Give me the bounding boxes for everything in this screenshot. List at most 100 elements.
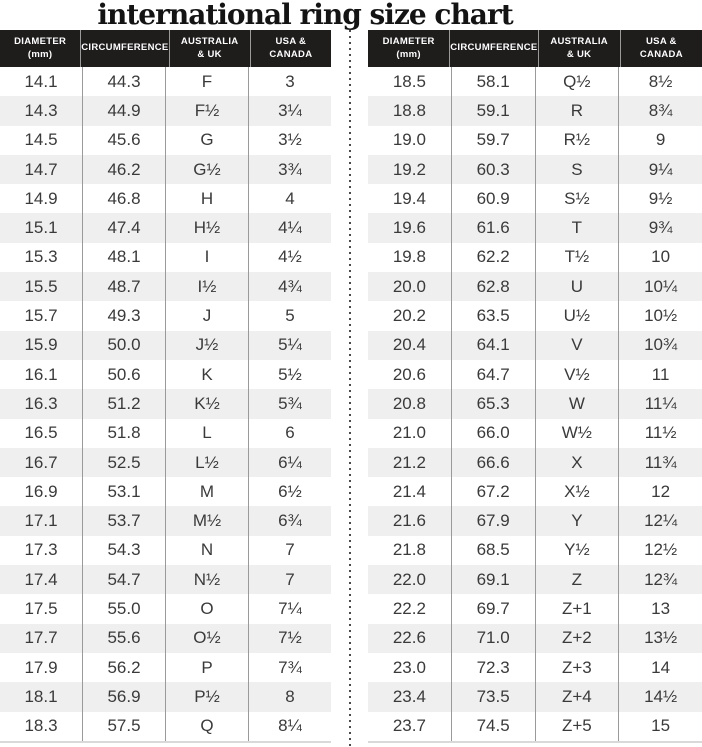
table-body: 14.1 44.3 F 3 14.3 44.9 F½ 3¼ 14.5 45.6 G 3½ 14.7 46.… <box>0 67 331 743</box>
table-cell-usa-canada: 14 <box>651 657 671 677</box>
table-cell-diameter: 15.1 <box>0 213 83 243</box>
table-cell-diameter: 23.0 <box>368 652 452 683</box>
table-cell-usa-canada: 8¾ <box>648 100 673 120</box>
table-cell-usa-canada: 7 <box>285 540 295 560</box>
table-row: 18.3 57.5 Q 8¼ <box>0 711 331 741</box>
table-cell-circumference: 52.5 <box>83 447 166 478</box>
table-cell-circumference: 53.7 <box>83 506 166 536</box>
table-cell-australia-uk: L½ <box>166 447 249 478</box>
table-cell-australia-uk: V <box>536 330 620 360</box>
table-cell-diameter: 16.7 <box>0 447 83 478</box>
column-header-circumference: CIRCUMFERENCE <box>450 30 539 67</box>
table-cell-diameter: 19.6 <box>368 213 452 243</box>
table-cell-circumference: 72.3 <box>452 652 536 683</box>
table-cell-australia-uk: S <box>536 154 620 185</box>
table-cell-circumference: 64.7 <box>452 359 536 390</box>
table-cell-usa-canada: 12 <box>651 481 671 501</box>
column-header-usa-canada: USA & CANADA <box>269 35 313 60</box>
table-cell-australia-uk: F½ <box>166 96 249 126</box>
table-cell-australia-uk: H <box>166 184 249 214</box>
table-cell-usa-canada: 9¾ <box>648 218 673 238</box>
table-cell-usa-canada: 14½ <box>644 686 678 706</box>
table-cell-usa-canada: 8¼ <box>278 716 302 736</box>
table-cell-australia-uk: G½ <box>166 154 249 185</box>
table-cell-usa-canada: 7 <box>285 569 295 589</box>
table-cell-usa-canada: 9¼ <box>648 159 673 179</box>
table-row: 20.6 64.7 V½ 11 <box>368 359 702 390</box>
table-cell-diameter: 22.0 <box>368 565 452 595</box>
table-cell-circumference: 62.8 <box>452 272 536 302</box>
table-cell-circumference: 69.7 <box>452 594 536 624</box>
table-cell-usa-canada: 5½ <box>278 364 302 384</box>
table-cell-diameter: 16.9 <box>0 477 83 507</box>
ring-size-table-left: DIAMETER (mm) CIRCUMFERENCE AUSTRALIA & UK… <box>0 30 331 747</box>
table-cell-usa-canada: 5¾ <box>278 393 302 413</box>
table-cell-australia-uk: Z+3 <box>536 652 620 683</box>
table-row: 15.3 48.1 I 4½ <box>0 242 331 273</box>
table-row: 21.8 68.5 Y½ 12½ <box>368 535 702 566</box>
table-cell-diameter: 20.6 <box>368 359 452 390</box>
table-cell-diameter: 14.5 <box>0 125 83 155</box>
table-row: 19.0 59.7 R½ 9 <box>368 125 702 155</box>
column-header-diameter: DIAMETER (mm) <box>0 30 82 67</box>
table-cell-circumference: 48.1 <box>83 242 166 273</box>
table-row: 21.0 66.0 W½ 11½ <box>368 418 702 448</box>
table-cell-usa-canada: 5¼ <box>278 335 302 355</box>
table-cell-circumference: 62.2 <box>452 242 536 273</box>
table-cell-australia-uk: Y <box>536 506 620 536</box>
table-cell-australia-uk: J <box>166 301 249 331</box>
table-cell-circumference: 49.3 <box>83 301 166 331</box>
table-row: 17.5 55.0 O 7¼ <box>0 594 331 624</box>
table-row: 14.9 46.8 H 4 <box>0 184 331 214</box>
table-cell-circumference: 46.8 <box>83 184 166 214</box>
table-cell-diameter: 21.4 <box>368 477 452 507</box>
table-cell-circumference: 66.6 <box>452 447 536 478</box>
table-row: 17.7 55.6 O½ 7½ <box>0 623 331 653</box>
table-cell-usa-canada: 3¼ <box>278 100 302 120</box>
table-cell-circumference: 55.0 <box>83 594 166 624</box>
table-row: 16.5 51.8 L 6 <box>0 418 331 448</box>
table-cell-circumference: 54.7 <box>83 565 166 595</box>
table-cell-usa-canada: 11 <box>651 364 670 384</box>
table-cell-circumference: 48.7 <box>83 272 166 302</box>
table-cell-usa-canada: 4½ <box>278 247 302 267</box>
table-cell-circumference: 46.2 <box>83 154 166 185</box>
table-cell-usa-canada: 10¼ <box>644 276 678 296</box>
table-cell-diameter: 20.8 <box>368 389 452 419</box>
table-cell-circumference: 74.5 <box>452 711 536 741</box>
dotted-divider <box>331 30 368 747</box>
dotted-divider-line <box>348 30 351 747</box>
table-cell-australia-uk: U½ <box>536 301 620 331</box>
table-cell-circumference: 67.2 <box>452 477 536 507</box>
table-cell-circumference: 45.6 <box>83 125 166 155</box>
table-row: 16.7 52.5 L½ 6¼ <box>0 447 331 478</box>
table-cell-australia-uk: Z <box>536 565 620 595</box>
ring-size-table-right: DIAMETER (mm) CIRCUMFERENCE AUSTRALIA & UK… <box>368 30 702 747</box>
table-cell-circumference: 59.7 <box>452 125 536 155</box>
table-row: 22.0 69.1 Z 12¾ <box>368 565 702 595</box>
table-cell-diameter: 16.5 <box>0 418 83 448</box>
table-row: 17.4 54.7 N½ 7 <box>0 565 331 595</box>
table-cell-diameter: 23.4 <box>368 682 452 712</box>
table-row: 21.6 67.9 Y 12¼ <box>368 506 702 536</box>
table-cell-circumference: 73.5 <box>452 682 536 712</box>
table-cell-diameter: 18.5 <box>368 67 452 97</box>
table-row: 21.4 67.2 X½ 12 <box>368 477 702 507</box>
table-cell-usa-canada: 11½ <box>644 423 677 443</box>
table-cell-australia-uk: W <box>536 389 620 419</box>
table-cell-usa-canada: 3 <box>285 71 295 91</box>
table-row: 19.6 61.6 T 9¾ <box>368 213 702 243</box>
table-cell-circumference: 58.1 <box>452 67 536 97</box>
table-cell-circumference: 64.1 <box>452 330 536 360</box>
table-row: 23.4 73.5 Z+4 14½ <box>368 682 702 712</box>
table-cell-australia-uk: K½ <box>166 389 249 419</box>
table-cell-australia-uk: M <box>166 477 249 507</box>
table-cell-circumference: 44.3 <box>83 67 166 97</box>
table-row: 15.1 47.4 H½ 4¼ <box>0 213 331 243</box>
table-cell-diameter: 21.2 <box>368 447 452 478</box>
table-cell-circumference: 50.6 <box>83 359 166 390</box>
table-cell-australia-uk: Z+4 <box>536 682 620 712</box>
table-cell-australia-uk: Q½ <box>536 67 620 97</box>
table-cell-diameter: 19.4 <box>368 184 452 214</box>
table-cell-diameter: 14.1 <box>0 67 83 97</box>
